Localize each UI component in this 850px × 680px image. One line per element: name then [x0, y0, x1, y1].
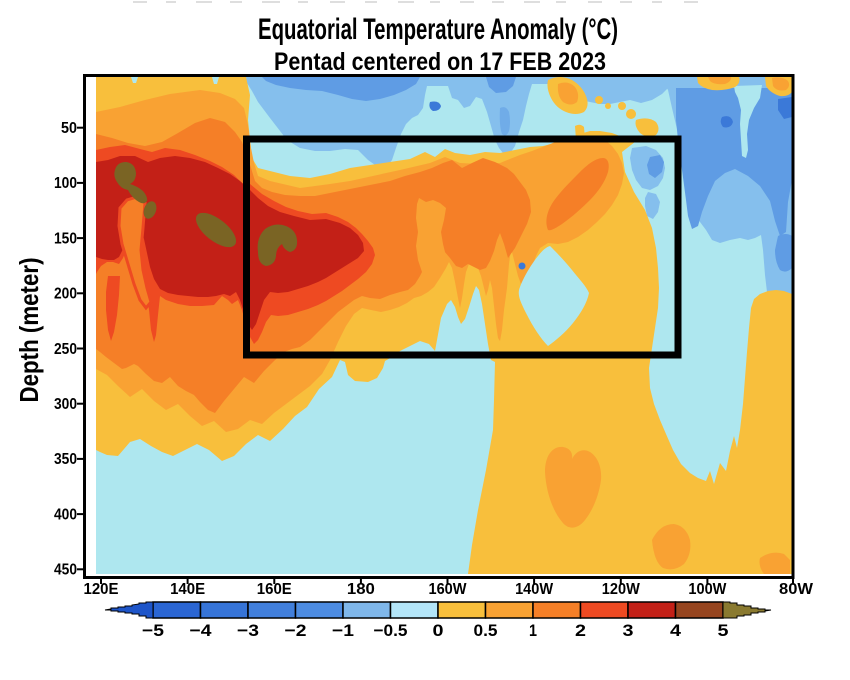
svg-text:−5: −5	[142, 621, 164, 640]
svg-text:150: 150	[54, 230, 77, 247]
svg-text:180: 180	[347, 581, 375, 598]
svg-text:2: 2	[575, 621, 586, 640]
svg-text:160E: 160E	[257, 581, 292, 598]
svg-text:80W: 80W	[779, 581, 814, 598]
svg-text:200: 200	[54, 286, 77, 303]
svg-text:Pentad centered on 17 FEB 2023: Pentad centered on 17 FEB 2023	[274, 48, 606, 76]
svg-text:100: 100	[54, 175, 77, 192]
svg-text:−1: −1	[332, 621, 354, 640]
svg-text:100W: 100W	[688, 581, 727, 598]
svg-text:160W: 160W	[429, 581, 468, 598]
svg-text:400: 400	[54, 506, 77, 523]
svg-text:−4: −4	[190, 621, 213, 640]
svg-text:4: 4	[670, 621, 682, 640]
svg-text:450: 450	[54, 562, 77, 579]
svg-text:5: 5	[718, 621, 729, 640]
svg-text:0.5: 0.5	[474, 621, 498, 640]
svg-text:−3: −3	[237, 621, 259, 640]
svg-text:Depth (meter): Depth (meter)	[14, 258, 44, 403]
svg-text:140E: 140E	[170, 581, 205, 598]
svg-text:250: 250	[54, 341, 77, 358]
svg-text:120W: 120W	[602, 581, 641, 598]
svg-text:−0.5: −0.5	[374, 621, 408, 640]
svg-text:350: 350	[54, 451, 77, 468]
svg-text:120E: 120E	[84, 581, 119, 598]
svg-text:300: 300	[54, 396, 77, 413]
svg-text:50: 50	[61, 120, 77, 137]
svg-text:140W: 140W	[515, 581, 554, 598]
svg-text:1: 1	[529, 621, 537, 640]
svg-text:0: 0	[433, 621, 444, 640]
svg-text:−2: −2	[285, 621, 307, 640]
svg-text:3: 3	[623, 621, 634, 640]
svg-text:Equatorial Temperature Anomaly: Equatorial Temperature Anomaly (°C)	[258, 13, 618, 46]
